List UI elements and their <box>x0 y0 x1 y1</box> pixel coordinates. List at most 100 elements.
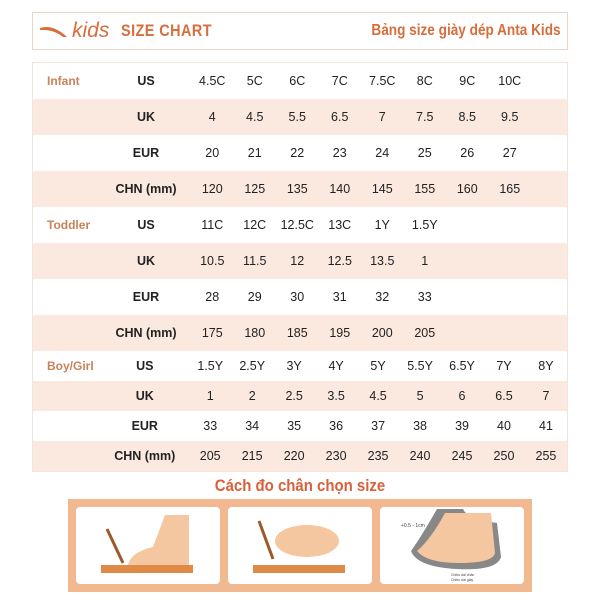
size-value: 32 <box>375 290 390 304</box>
size-system-label: CHN (mm) <box>114 449 176 463</box>
step-shoe-fit: +0.5 - 1cm Chiều dài chân Chiều dài giày <box>380 507 524 584</box>
size-value: 12.5 <box>327 254 352 268</box>
size-value: 135 <box>286 182 308 196</box>
anta-logo-icon <box>40 27 67 37</box>
allowance-label: +0.5 - 1cm <box>401 523 425 529</box>
size-value: 155 <box>414 182 436 196</box>
size-value: 4.5C <box>199 74 226 88</box>
size-value: 27 <box>502 146 517 160</box>
size-value: 38 <box>413 419 427 433</box>
table-row: CHN (mm) 120 125 135 140 145 155 160 165 <box>33 171 567 207</box>
size-system-label: CHN (mm) <box>115 326 177 340</box>
table-row: EUR 28 29 30 31 32 33 <box>33 279 567 315</box>
size-value: 185 <box>286 326 308 340</box>
size-value: 20 <box>205 146 220 160</box>
size-value: 255 <box>535 449 557 463</box>
size-value: 1.5Y <box>411 218 438 232</box>
page-title: SIZE CHART <box>121 21 213 40</box>
size-value: 5.5 <box>288 110 306 124</box>
size-value: 235 <box>367 449 389 463</box>
size-value: 30 <box>290 290 305 304</box>
size-value: 1 <box>206 389 214 403</box>
size-value: 6.5Y <box>449 359 475 373</box>
size-value: 6.5 <box>495 389 513 403</box>
size-value: 1Y <box>374 218 390 232</box>
table-row: Boy/Girl US 1.5Y 2.5Y 3Y 4Y 5Y 5.5Y 6.5Y 7Y 8Y <box>33 351 567 381</box>
size-value: 9.5 <box>501 110 519 124</box>
size-value: 22 <box>290 146 305 160</box>
size-value: 220 <box>283 449 305 463</box>
size-value: 34 <box>245 419 260 433</box>
size-value: 2 <box>248 389 256 403</box>
size-value: 26 <box>460 146 475 160</box>
page-subtitle: Bảng size giày dép Anta Kids <box>371 22 561 39</box>
size-value: 3Y <box>286 359 302 373</box>
size-value: 28 <box>205 290 220 304</box>
size-value: 5.5Y <box>407 359 433 373</box>
size-value: 205 <box>414 326 436 340</box>
size-value: 33 <box>417 290 432 304</box>
size-value: 4.5 <box>369 389 387 403</box>
brand-text: kids <box>72 19 110 42</box>
size-value: 4.5 <box>246 110 264 124</box>
size-system-label: US <box>137 218 155 232</box>
size-system-label: EUR <box>132 146 160 160</box>
size-value: 175 <box>201 326 223 340</box>
size-table: Infant US 4.5C 5C 6C 7C 7.5C 8C 9C 10C UK 4 4.5 5.5 6.… <box>32 62 568 472</box>
size-value: 240 <box>409 449 431 463</box>
size-system-label: UK <box>136 110 156 124</box>
size-system-label: CHN (mm) <box>115 182 177 196</box>
table-row: CHN (mm) 205 215 220 230 235 240 245 250 255 <box>33 441 567 471</box>
size-value: 8.5 <box>458 110 476 124</box>
size-value: 23 <box>332 146 347 160</box>
size-value: 8Y <box>538 359 554 373</box>
size-value: 7Y <box>496 359 512 373</box>
size-value: 35 <box>287 419 302 433</box>
size-value: 200 <box>371 326 393 340</box>
size-value: 31 <box>332 290 347 304</box>
size-value: 4Y <box>328 359 344 373</box>
size-value: 7C <box>331 74 348 88</box>
size-value: 13.5 <box>370 254 395 268</box>
size-value: 6.5 <box>331 110 349 124</box>
size-value: 13C <box>328 218 352 232</box>
size-system-label: EUR <box>131 419 158 433</box>
size-value: 12.5C <box>280 218 314 232</box>
size-value: 7.5C <box>369 74 396 88</box>
guide-title: Cách đo chân chọn size <box>214 476 386 495</box>
size-value: 195 <box>329 326 351 340</box>
table-row: UK 10.5 11.5 12 12.5 13.5 1 <box>33 243 567 279</box>
anta-logo: kids <box>39 19 109 43</box>
size-value: 6C <box>289 74 306 88</box>
size-value: 39 <box>455 419 469 433</box>
size-value: 41 <box>539 419 553 433</box>
size-value: 5 <box>416 389 424 403</box>
size-value: 9C <box>459 74 476 88</box>
size-value: 5Y <box>370 359 386 373</box>
size-value: 140 <box>329 182 351 196</box>
size-value: 6 <box>458 389 466 403</box>
size-value: 3.5 <box>327 389 345 403</box>
header: kids SIZE CHART Bảng size giày dép Anta … <box>32 12 568 50</box>
size-system-label: UK <box>136 254 156 268</box>
size-value: 7 <box>542 389 550 403</box>
size-value: 250 <box>493 449 515 463</box>
size-value: 2.5 <box>285 389 303 403</box>
group-label: Infant <box>47 74 80 88</box>
size-value: 10.5 <box>200 254 225 268</box>
size-value: 36 <box>329 419 344 433</box>
size-value: 165 <box>499 182 521 196</box>
size-value: 21 <box>247 146 262 160</box>
size-value: 25 <box>417 146 432 160</box>
table-row: UK 1 2 2.5 3.5 4.5 5 6 6.5 7 <box>33 381 567 411</box>
measure-guide: +0.5 - 1cm Chiều dài chân Chiều dài giày <box>68 499 532 592</box>
size-system-label: US <box>136 359 154 373</box>
size-system-label: UK <box>135 389 154 403</box>
size-value: 37 <box>371 419 386 433</box>
size-value: 160 <box>456 182 478 196</box>
group-label: Boy/Girl <box>47 359 94 373</box>
size-value: 1 <box>421 254 429 268</box>
shoe-length-label: Chiều dài giày <box>451 578 473 582</box>
table-row: Toddler US 11C 12C 12.5C 13C 1Y 1.5Y <box>33 207 567 243</box>
table-row: EUR 20 21 22 23 24 25 26 27 <box>33 135 567 171</box>
